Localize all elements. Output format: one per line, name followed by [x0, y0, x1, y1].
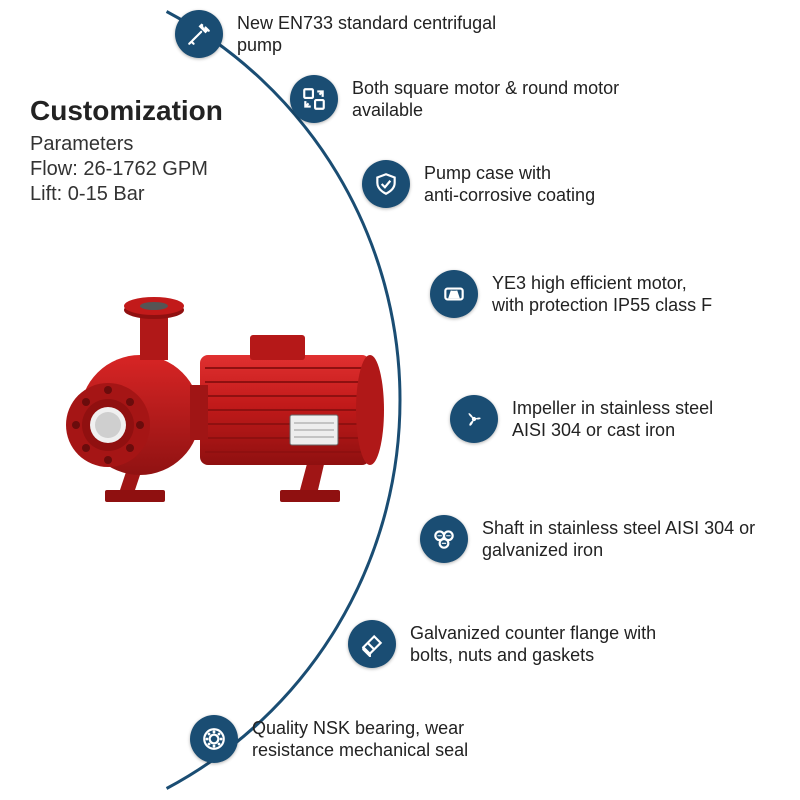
motor-icon [430, 270, 478, 318]
feature-item: Galvanized counter flange with bolts, nu… [348, 620, 690, 668]
header-title: Customization [30, 95, 223, 127]
feature-item: Impeller in stainless steelAISI 304 or c… [450, 395, 713, 443]
parameters-label: Parameters [30, 133, 223, 156]
pump-illustration [50, 290, 390, 520]
feature-label: Both square motor & round motor availabl… [352, 77, 632, 122]
feature-label: Pump case withanti-corrosive coating [424, 162, 595, 207]
feature-item: New EN733 standard centrifugal pump [175, 10, 517, 58]
feature-label: Impeller in stainless steelAISI 304 or c… [512, 397, 713, 442]
feature-label: YE3 high efficient motor,with protection… [492, 272, 712, 317]
feature-label: Quality NSK bearing, wear resistance mec… [252, 717, 532, 762]
flow-spec: Flow: 26-1762 GPM [30, 158, 223, 181]
feature-item: Both square motor & round motor availabl… [290, 75, 632, 123]
feature-label: Shaft in stainless steel AISI 304 or gal… [482, 517, 762, 562]
lift-spec: Lift: 0-15 Bar [30, 183, 223, 206]
shield-icon [362, 160, 410, 208]
infographic-container: Customization Parameters Flow: 26-1762 G… [0, 0, 800, 800]
feature-item: Shaft in stainless steel AISI 304 or gal… [420, 515, 762, 563]
feature-item: YE3 high efficient motor,with protection… [430, 270, 712, 318]
swap-icon [290, 75, 338, 123]
feature-item: Quality NSK bearing, wear resistance mec… [190, 715, 532, 763]
propeller-icon [450, 395, 498, 443]
feature-item: Pump case withanti-corrosive coating [362, 160, 595, 208]
feature-label: Galvanized counter flange with bolts, nu… [410, 622, 690, 667]
pipes-icon [420, 515, 468, 563]
flange-icon [348, 620, 396, 668]
tools-icon [175, 10, 223, 58]
customization-header: Customization Parameters Flow: 26-1762 G… [30, 95, 223, 208]
feature-label: New EN733 standard centrifugal pump [237, 12, 517, 57]
bearing-icon [190, 715, 238, 763]
